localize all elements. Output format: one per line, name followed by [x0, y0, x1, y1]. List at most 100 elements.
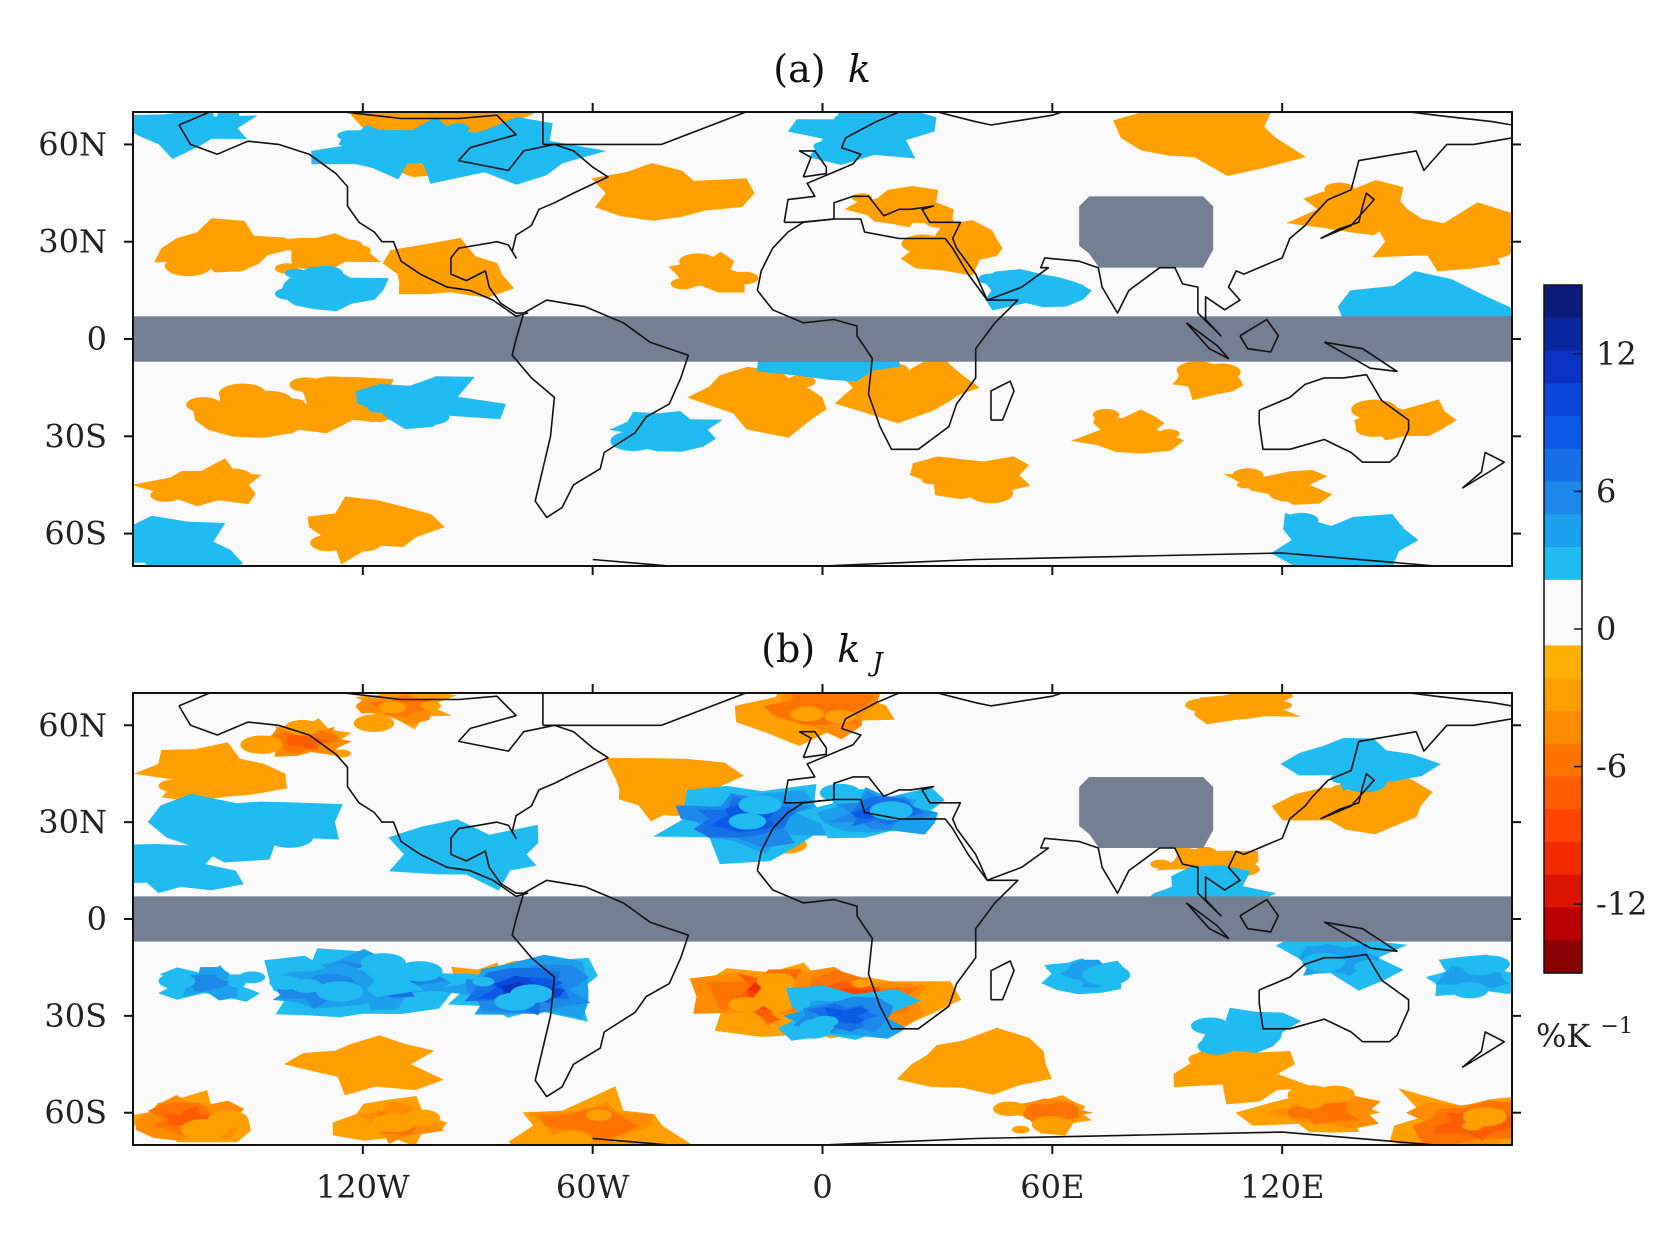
anomaly-patch: [1352, 540, 1375, 551]
anomaly-blob: [993, 1095, 1094, 1136]
anomaly-patch: [1230, 1053, 1264, 1069]
coastline: [178, 112, 609, 318]
anomaly-patch: [180, 524, 208, 537]
anomaly-patch: [467, 840, 495, 852]
anomaly-blob: [133, 112, 258, 160]
colorbar-segments: [1544, 285, 1582, 974]
anomaly-patch: [223, 243, 245, 253]
panel-a-title-prefix: (a): [773, 47, 825, 91]
panel-a-masked-regions: [133, 196, 1512, 362]
panel-b-coastlines: [178, 693, 1512, 1145]
anomaly-blob: [186, 383, 313, 438]
anomaly-patch: [1354, 959, 1386, 974]
anomaly-patch: [207, 1110, 249, 1129]
anomaly-patch: [993, 1101, 1027, 1117]
anomaly-blob: [311, 124, 446, 180]
anomaly-patch: [675, 197, 708, 212]
masked-region-tibet: [1079, 196, 1214, 268]
anomaly-patch: [217, 112, 240, 120]
masked-region-tropics: [133, 316, 1512, 362]
y-tick-label: 30N: [38, 223, 107, 261]
anomaly-contour: [787, 112, 937, 165]
anomaly-blob: [795, 783, 945, 839]
colorbar-segment: [1544, 874, 1582, 909]
anomaly-patch: [1451, 982, 1489, 999]
anomaly-blob: [508, 1086, 692, 1145]
panel-a-title-variable: k: [848, 47, 871, 91]
masked-region-tibet: [1079, 776, 1214, 848]
anomaly-blob: [158, 965, 266, 1002]
anomaly-patch: [835, 127, 859, 138]
x-tick-label: 120E: [1240, 1168, 1324, 1206]
anomaly-patch: [367, 403, 388, 413]
colorbar-unit-label: %K −1: [1536, 1014, 1633, 1055]
y-tick-label: 0: [87, 320, 107, 358]
colorbar-segment: [1544, 841, 1582, 876]
anomaly-patch: [610, 431, 656, 451]
anomaly-patch: [851, 979, 871, 988]
anomaly-patch: [962, 242, 995, 257]
anomaly-contour: [1155, 844, 1259, 885]
colorbar-segment: [1544, 448, 1582, 483]
coastline: [542, 693, 747, 727]
colorbar-segment: [1544, 481, 1582, 515]
anomaly-patch: [1001, 290, 1022, 300]
anomaly-patch: [790, 706, 825, 722]
anomaly-contour: [266, 233, 382, 270]
panel-b-title-prefix: (b): [761, 627, 815, 671]
panel-a-map: (a) k 60N 30N 0 30S 60S: [38, 47, 1521, 575]
anomaly-blob: [1223, 468, 1333, 505]
anomaly-patch: [227, 979, 246, 988]
anomaly-patch: [472, 976, 495, 987]
anomaly-patch: [284, 719, 320, 736]
anomaly-patch: [1062, 979, 1084, 989]
colorbar-segment: [1544, 809, 1582, 843]
colorbar-segment: [1544, 743, 1582, 778]
anomaly-blob: [787, 112, 937, 165]
anomaly-patch: [1185, 699, 1213, 712]
anomaly-patch: [374, 1060, 402, 1072]
x-tick-label: 0: [812, 1168, 832, 1206]
anomaly-patch: [731, 389, 749, 397]
anomaly-blob: [382, 237, 515, 298]
anomaly-patch: [141, 120, 162, 130]
colorbar-unit-base: %K: [1536, 1017, 1591, 1055]
anomaly-contour: [1286, 1098, 1361, 1125]
anomaly-patch: [1370, 287, 1414, 307]
anomaly-blob: [430, 954, 598, 1022]
anomaly-patch: [679, 253, 717, 270]
anomaly-contour: [539, 1106, 639, 1141]
anomaly-blob: [1071, 408, 1185, 454]
anomaly-patch: [1237, 481, 1254, 489]
anomaly-patch: [1185, 871, 1206, 881]
coastline: [592, 1131, 1445, 1145]
anomaly-blob: [687, 366, 827, 438]
coastline: [1323, 921, 1398, 953]
anomaly-blob: [1389, 1088, 1512, 1145]
coastline: [1461, 451, 1506, 489]
anomaly-patch: [208, 468, 255, 489]
anomaly-patch: [978, 273, 1003, 285]
anomaly-blob: [133, 844, 244, 894]
anomaly-blob: [1172, 361, 1244, 401]
anomaly-blob: [1351, 399, 1457, 441]
panel-b-title-subscript: J: [867, 648, 884, 678]
anomaly-contour: [182, 974, 237, 992]
anomaly-contour: [1194, 693, 1302, 725]
anomaly-patch: [1218, 125, 1247, 138]
anomaly-blob: [591, 163, 755, 221]
anomaly-patch: [730, 271, 759, 285]
anomaly-patch: [164, 255, 212, 277]
coastline: [1239, 318, 1280, 353]
anomaly-patch: [921, 475, 941, 485]
anomaly-patch: [834, 113, 861, 126]
anomaly-patch: [211, 778, 233, 789]
coastline: [990, 960, 1015, 1001]
anomaly-patch: [414, 409, 450, 425]
anomaly-patch: [670, 278, 697, 290]
anomaly-patch: [905, 792, 923, 800]
coastline: [1323, 341, 1398, 373]
anomaly-patch: [1469, 239, 1512, 259]
anomaly-patch: [465, 848, 499, 864]
colorbar-unit-exponent: −1: [1600, 1014, 1632, 1039]
